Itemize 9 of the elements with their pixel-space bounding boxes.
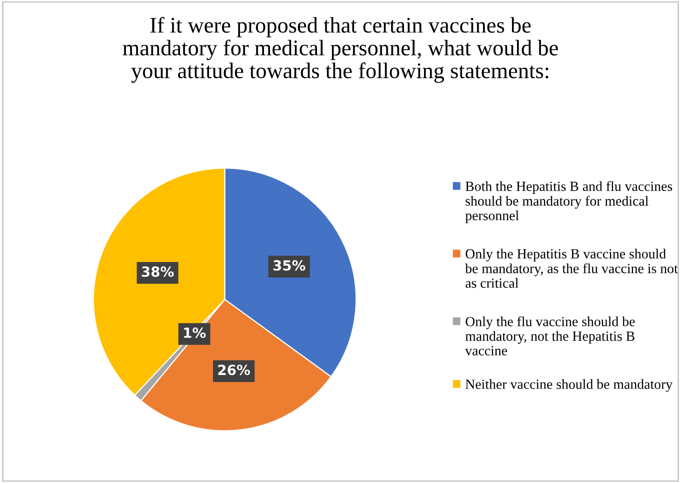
data-label: 35% [273,260,306,271]
legend-label: Only the flu vaccine should be mandatory, not the Hepatitis B vaccine [465,316,635,356]
legend-label: Neither vaccine should be mandatory [466,379,673,392]
legend-label: Both the Hepatitis B and flu vaccines should be mandatory for medical personnel [465,181,672,224]
legend-label: Only the Hepatitis B vaccine should be mandatory, as the flu vaccine is not as critical [465,248,678,288]
data-label: 38% [142,266,174,277]
chart-title: If it were proposed that certain vaccines be mandatory for medical personnel, what would be your attitude towards the following statements: [122,16,558,83]
data-label: 26% [218,364,250,376]
data-label: 1% [184,327,206,338]
